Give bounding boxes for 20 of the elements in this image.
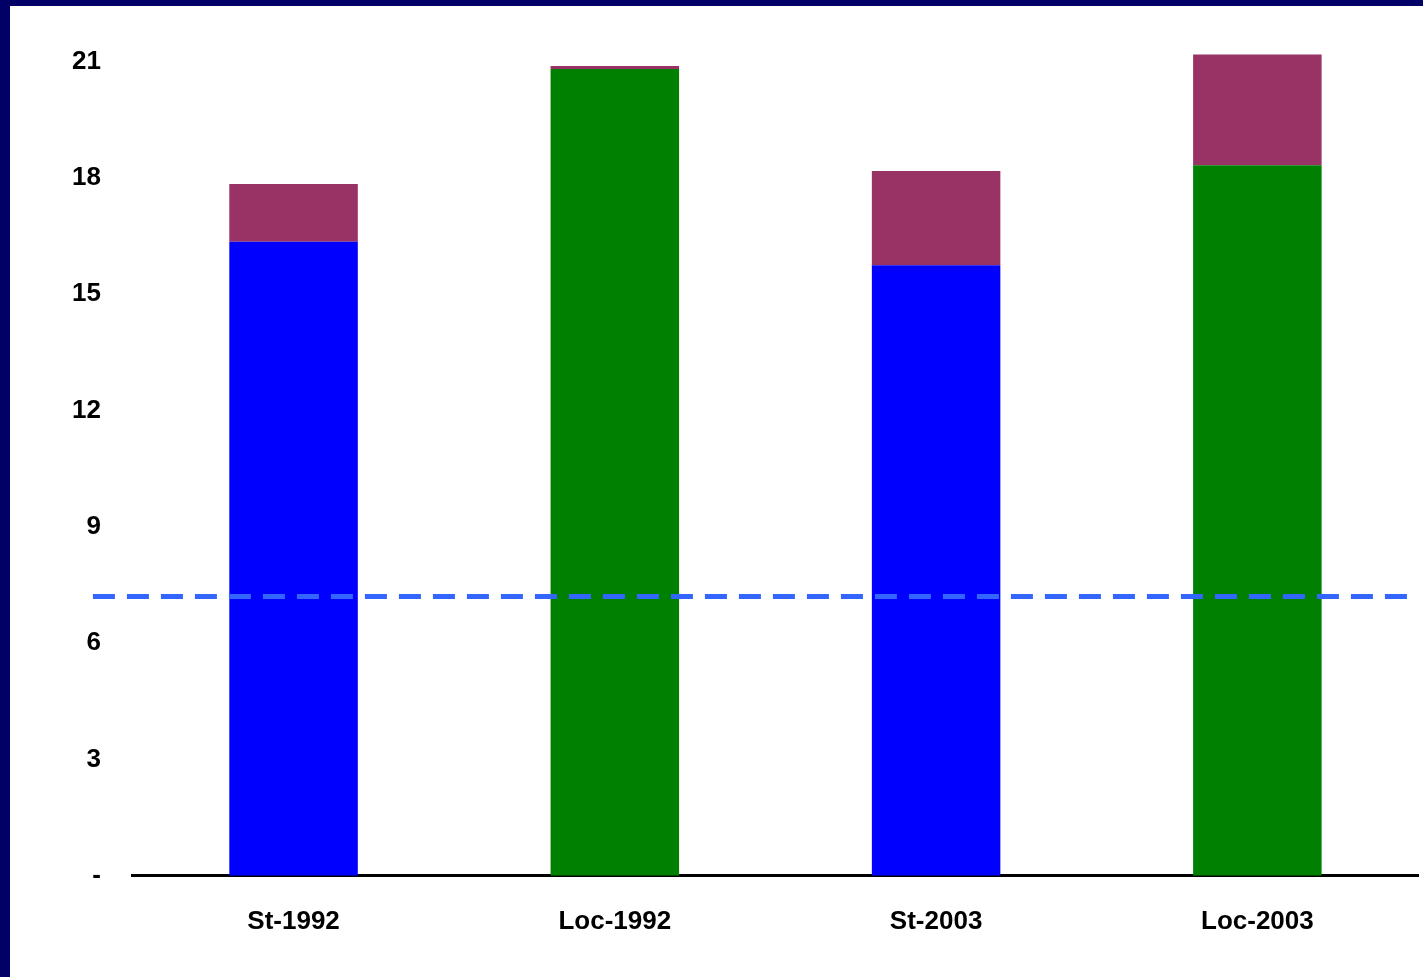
y-tick-label: 3 [86,742,101,773]
y-tick-label: 15 [72,277,101,308]
x-tick-label: St-1992 [247,904,340,935]
bar [550,66,680,70]
bar [229,241,358,876]
y-tick-label: 9 [86,509,101,540]
bar [871,171,1001,266]
y-tick-label: 18 [72,160,101,191]
y-tick-label: 6 [86,626,101,657]
y-tick-label: 12 [72,393,101,424]
bar [1193,54,1322,166]
y-tick-label: 21 [72,44,101,75]
bar [1193,165,1322,876]
x-tick-label: Loc-2003 [1201,904,1314,935]
x-tick-label: Loc-1992 [558,904,672,935]
bar [550,69,680,876]
x-tick-label: St-2003 [889,904,983,935]
y-tick-label: - [92,858,101,889]
bar [229,183,358,242]
bar [871,265,1001,876]
